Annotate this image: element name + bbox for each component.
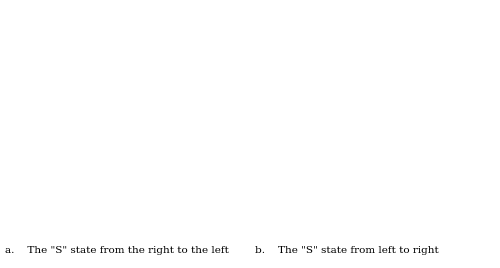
Text: a.    The "S" state from the right to the left: a. The "S" state from the right to the l…	[5, 245, 229, 255]
Polygon shape	[76, 74, 103, 101]
Text: b.    The "S" state from left to right: b. The "S" state from left to right	[255, 245, 439, 255]
Polygon shape	[326, 140, 353, 167]
PathPatch shape	[166, 0, 500, 268]
PathPatch shape	[0, 0, 328, 268]
Polygon shape	[142, 140, 169, 167]
Polygon shape	[392, 74, 419, 101]
